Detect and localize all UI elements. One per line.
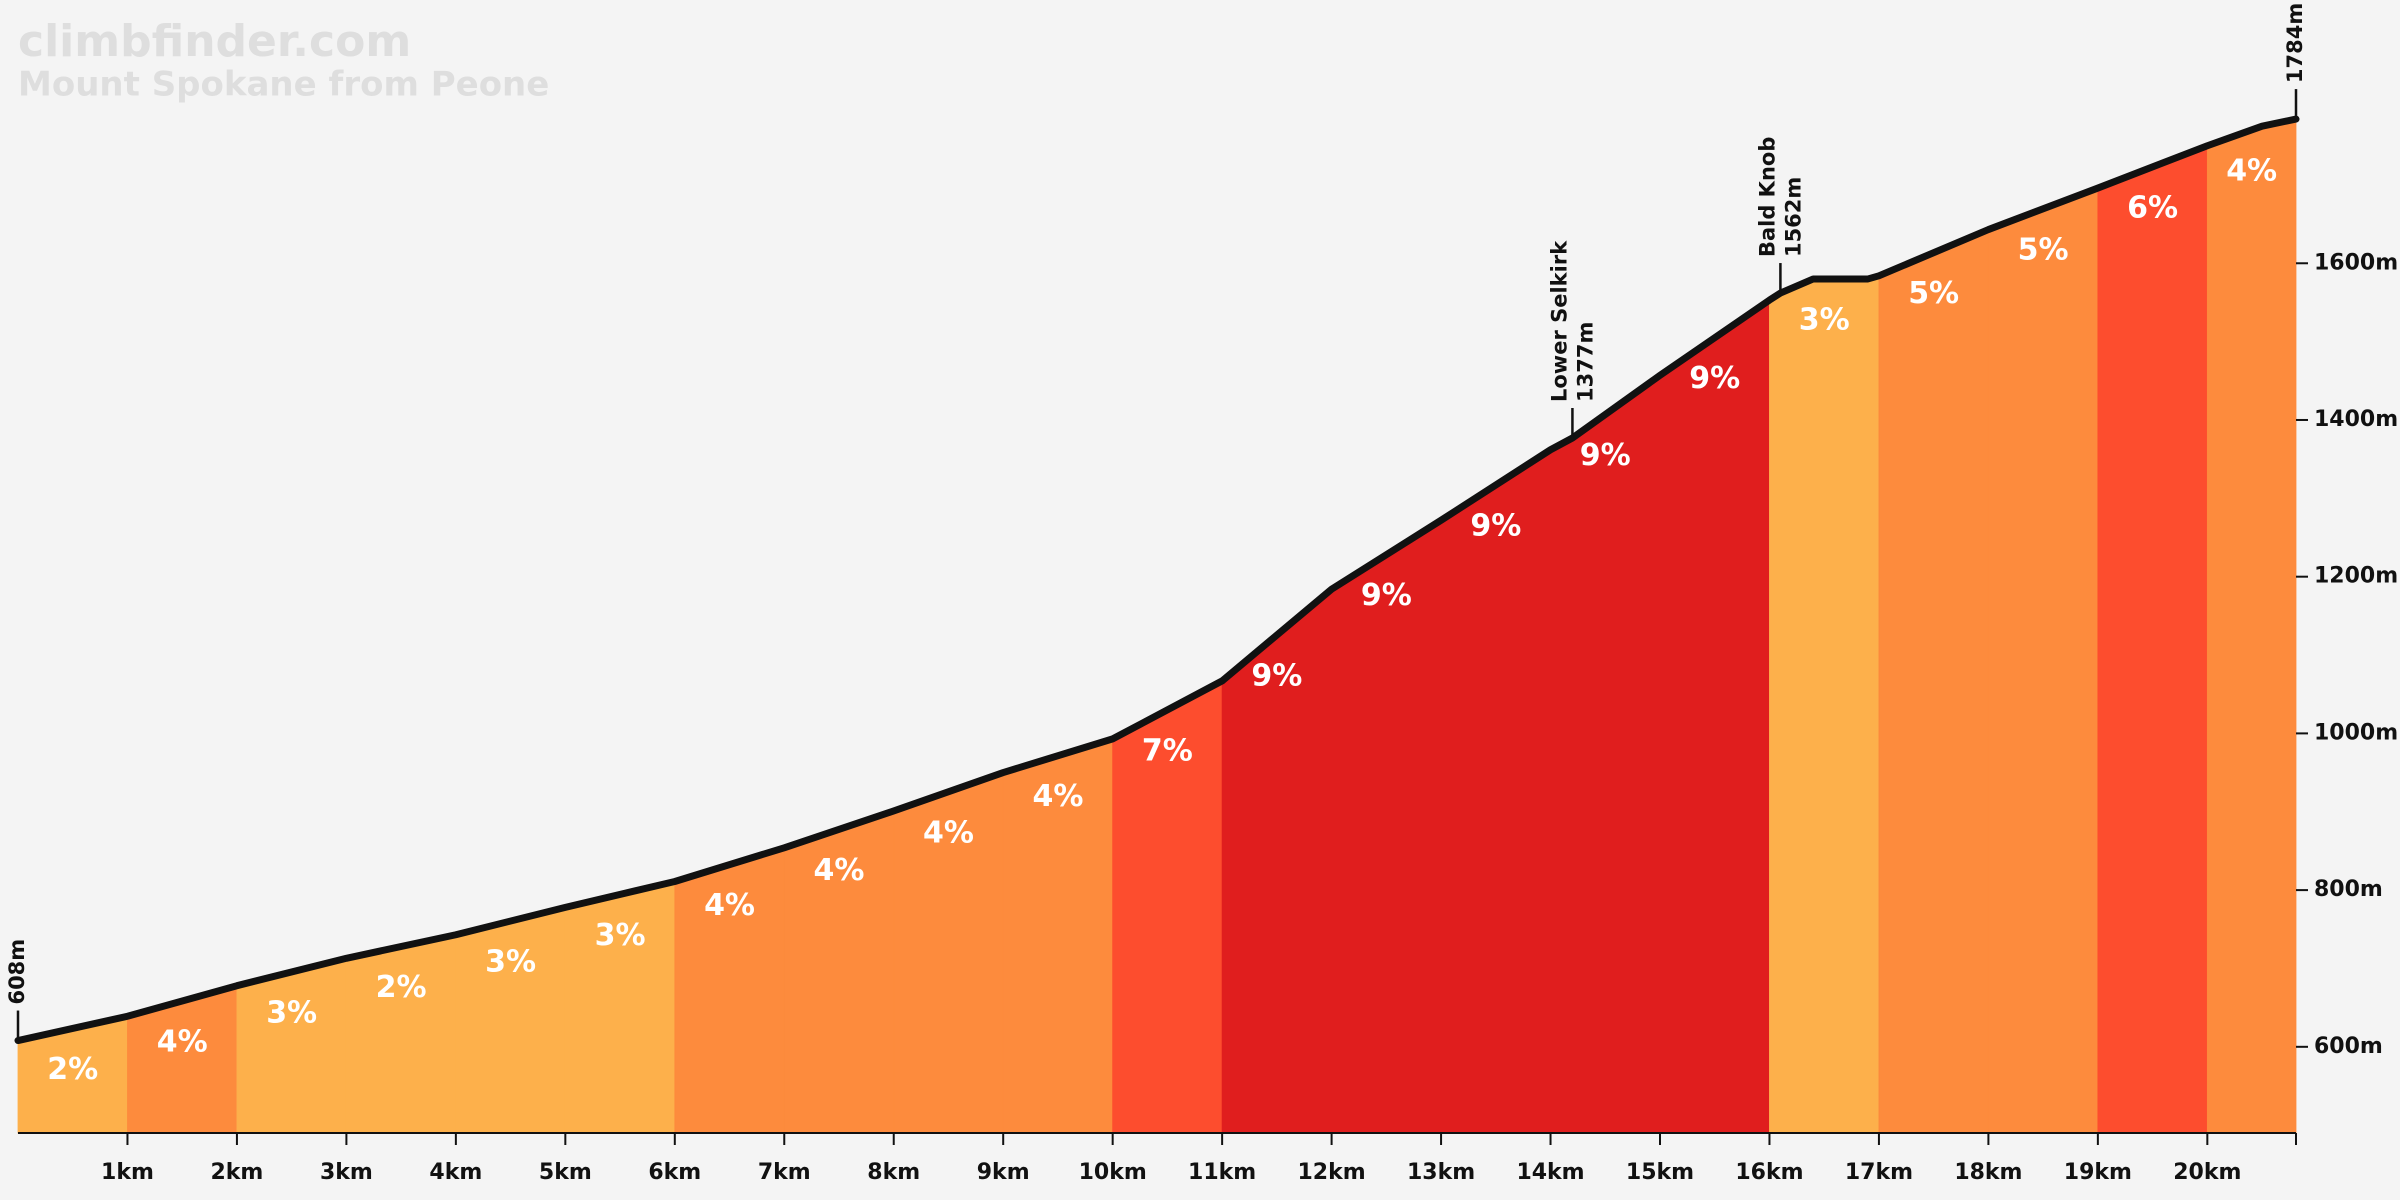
gradient-label: 4% xyxy=(2226,153,2277,188)
x-tick-label: 1km xyxy=(101,1160,154,1185)
gradient-label: 2% xyxy=(47,1052,98,1087)
annotation-name: Bald Knob xyxy=(1755,137,1779,257)
gradient-label: 3% xyxy=(485,945,536,980)
gradient-label: 7% xyxy=(1142,733,1193,768)
gradient-segment xyxy=(346,934,457,1134)
annotation: Lower Selkirk 1377m xyxy=(1547,240,1597,402)
x-tick-label: 2km xyxy=(210,1160,263,1185)
profile-line xyxy=(14,115,2300,1045)
gradient-label: 4% xyxy=(814,853,865,888)
x-tick-label: 16km xyxy=(1735,1160,1803,1185)
x-tick-label: 15km xyxy=(1626,1160,1694,1185)
x-tick-label: 18km xyxy=(1954,1160,2022,1185)
annotation: 608m xyxy=(5,939,29,1005)
x-tick-label: 11km xyxy=(1188,1160,1256,1185)
x-tick-label: 7km xyxy=(758,1160,811,1185)
gradient-label: 3% xyxy=(595,918,646,953)
annotation: 1784m xyxy=(2283,3,2307,83)
gradient-label: 4% xyxy=(157,1024,208,1059)
gradient-segment xyxy=(1878,228,1989,1134)
x-tick-label: 3km xyxy=(320,1160,373,1185)
annotation-label: 1784m xyxy=(2283,3,2307,83)
gradient-segment xyxy=(1659,299,1770,1134)
gradient-label: 4% xyxy=(704,888,755,923)
y-tick-label: 1400m xyxy=(2314,407,2398,432)
x-tick-label: 4km xyxy=(429,1160,482,1185)
x-tick-label: 14km xyxy=(1516,1160,1584,1185)
gradient-segment xyxy=(2206,118,2297,1134)
x-tick-label: 6km xyxy=(648,1160,701,1185)
annotation: Bald Knob 1562m xyxy=(1755,137,1805,257)
gradient-label: 5% xyxy=(1908,276,1959,311)
gradient-segment xyxy=(1769,275,1880,1134)
gradient-label: 4% xyxy=(1032,779,1083,814)
chart-title: climbfinder.com xyxy=(18,16,411,67)
x-tick-label: 5km xyxy=(539,1160,592,1185)
y-tick-label: 600m xyxy=(2314,1034,2383,1059)
annotation-name: Lower Selkirk xyxy=(1547,240,1571,402)
gradient-label: 9% xyxy=(1580,438,1631,473)
gradient-segment xyxy=(455,906,566,1134)
gradient-label: 9% xyxy=(1470,509,1521,544)
x-tick-label: 9km xyxy=(977,1160,1030,1185)
x-tick-label: 19km xyxy=(2064,1160,2132,1185)
gradient-label: 9% xyxy=(1361,578,1412,613)
y-tick-label: 1600m xyxy=(2314,250,2398,275)
annotation-label: 1377m xyxy=(1573,322,1597,402)
gradient-segment xyxy=(1440,449,1551,1134)
x-tick-label: 8km xyxy=(867,1160,920,1185)
y-tick-label: 800m xyxy=(2314,877,2383,902)
gradient-label: 3% xyxy=(266,995,317,1030)
y-tick-label: 1000m xyxy=(2314,720,2398,745)
gradient-label: 9% xyxy=(1689,361,1740,396)
annotation-label: 1562m xyxy=(1781,177,1805,257)
gradient-segment xyxy=(2097,145,2208,1134)
x-tick-label: 17km xyxy=(1845,1160,1913,1185)
gradient-label: 5% xyxy=(2018,232,2069,267)
gradient-label: 2% xyxy=(376,970,427,1005)
x-tick-label: 20km xyxy=(2173,1160,2241,1185)
chart-subtitle: Mount Spokane from Peone xyxy=(18,65,549,105)
gradient-label: 4% xyxy=(923,815,974,850)
gradient-label: 6% xyxy=(2127,190,2178,225)
gradient-segment xyxy=(1988,187,2099,1134)
y-tick-label: 1200m xyxy=(2314,564,2398,589)
annotation-label: 608m xyxy=(5,939,29,1005)
x-tick-label: 13km xyxy=(1407,1160,1475,1185)
x-tick-label: 10km xyxy=(1079,1160,1147,1185)
gradient-label: 3% xyxy=(1799,302,1850,337)
gradient-label: 9% xyxy=(1251,659,1302,694)
gradient-segment xyxy=(1550,374,1661,1134)
x-tick-label: 12km xyxy=(1298,1160,1366,1185)
